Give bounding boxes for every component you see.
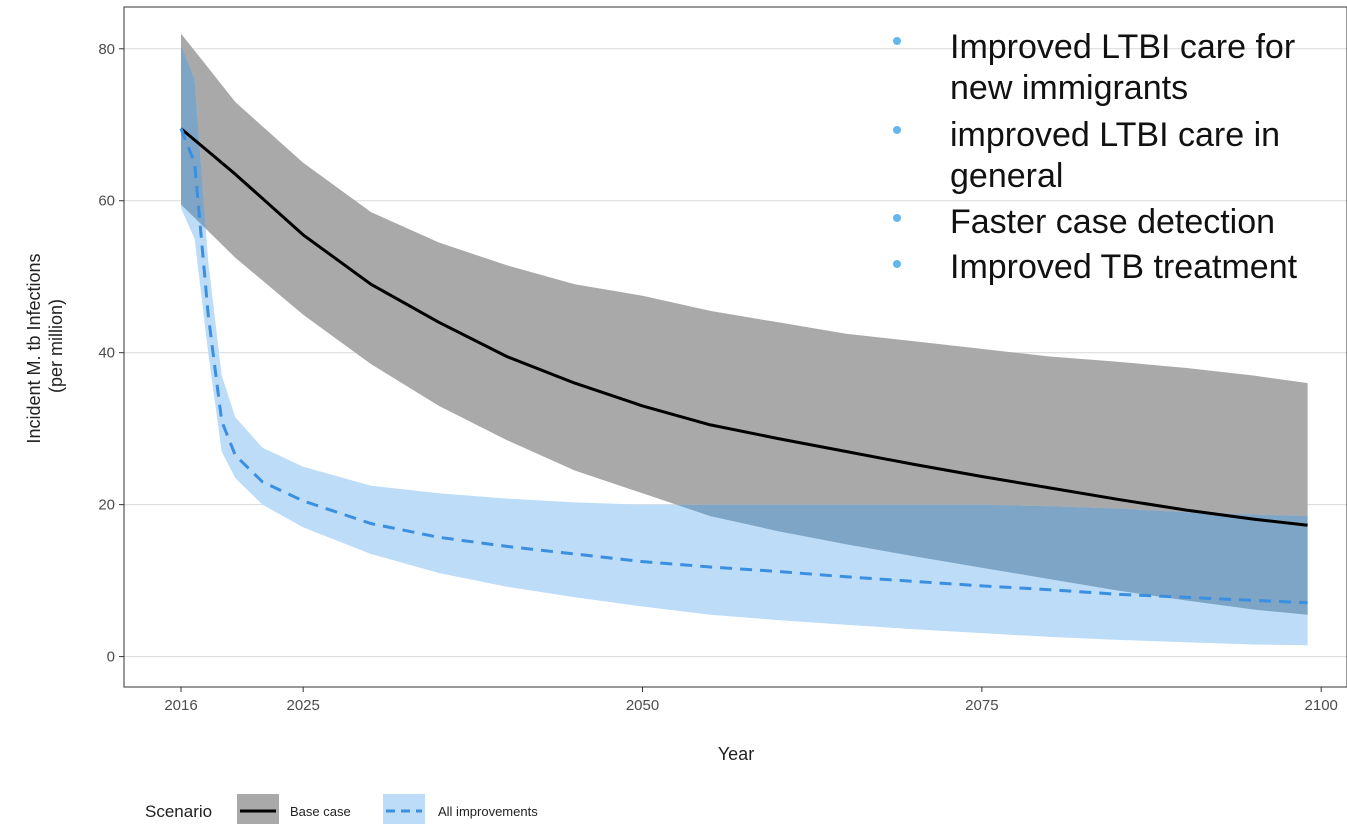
x-axis-title: Year bbox=[718, 744, 754, 764]
y-tick-label-20: 20 bbox=[98, 497, 115, 514]
x-tick-label-2100: 2100 bbox=[1305, 697, 1338, 714]
bullet-1-line-2: new immigrants bbox=[950, 69, 1188, 107]
axis-ticks: 0 20 40 60 80 2016 2025 2050 2075 2100 bbox=[98, 41, 1338, 714]
line-all-improvements bbox=[179, 128, 1308, 605]
line-base-case bbox=[180, 127, 1308, 527]
bullet-dot bbox=[893, 126, 901, 134]
x-tick-label-2075: 2075 bbox=[965, 697, 998, 714]
legend-swatch-base-case bbox=[237, 794, 279, 824]
y-tick-label-40: 40 bbox=[98, 345, 115, 362]
uncertainty-bands bbox=[181, 33, 1308, 646]
legend-key-all-improvements bbox=[383, 794, 425, 824]
bullet-dot bbox=[893, 37, 901, 45]
legend-title: Scenario bbox=[145, 802, 212, 821]
x-tick-label-2050: 2050 bbox=[626, 697, 659, 714]
y-tick-label-60: 60 bbox=[98, 193, 115, 210]
bullet-1-line-1: Improved LTBI care for bbox=[950, 28, 1295, 66]
intervention-bullet-list: Improved LTBI care for new immigrants im… bbox=[893, 28, 1298, 286]
x-tick-label-2025: 2025 bbox=[286, 697, 319, 714]
legend: Scenario Base case All improvements bbox=[145, 794, 538, 824]
x-tick-label-2016: 2016 bbox=[164, 697, 197, 714]
y-tick-label-0: 0 bbox=[107, 649, 115, 666]
y-axis-title-line-1: Incident M. tb Infections bbox=[24, 253, 44, 443]
legend-label-base-case: Base case bbox=[290, 804, 351, 819]
bullet-2-line-1: improved LTBI care in bbox=[950, 116, 1280, 154]
bullet-dot bbox=[893, 214, 901, 222]
bullet-3-text: Faster case detection bbox=[950, 203, 1275, 241]
bullet-2-line-2: general bbox=[950, 157, 1063, 195]
bullet-4-text: Improved TB treatment bbox=[950, 248, 1298, 286]
plot-panel-border bbox=[123, 6, 1347, 688]
legend-label-all-improvements: All improvements bbox=[438, 804, 538, 819]
bullet-dot bbox=[893, 260, 901, 268]
y-axis-title-line-2: (per million) bbox=[46, 299, 66, 393]
band-base-case bbox=[181, 33, 1308, 615]
y-axis-title: Incident M. tb Infections (per million) bbox=[24, 248, 66, 443]
y-tick-label-80: 80 bbox=[98, 41, 115, 58]
series-lines bbox=[179, 127, 1308, 605]
legend-swatch-all-improvements bbox=[383, 794, 425, 824]
legend-key-base-case bbox=[237, 794, 279, 824]
